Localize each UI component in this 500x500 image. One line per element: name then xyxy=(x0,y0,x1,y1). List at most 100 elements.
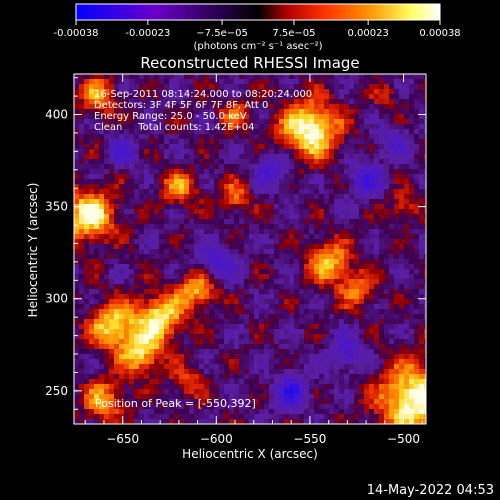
heatmap-cell xyxy=(314,239,320,245)
heatmap-cell xyxy=(379,74,385,80)
heatmap-cell xyxy=(209,239,215,245)
heatmap-cell xyxy=(194,174,200,180)
heatmap-cell xyxy=(109,259,115,265)
heatmap-cell xyxy=(374,219,380,225)
heatmap-cell xyxy=(304,269,310,275)
heatmap-cell xyxy=(79,239,85,245)
heatmap-cell xyxy=(174,209,180,215)
heatmap-cell xyxy=(359,374,365,380)
heatmap-cell xyxy=(374,159,380,165)
heatmap-cell xyxy=(309,419,315,424)
heatmap-cell xyxy=(229,274,235,280)
heatmap-cell xyxy=(259,219,265,225)
heatmap-cell xyxy=(204,299,210,305)
heatmap-cell xyxy=(319,259,325,265)
heatmap-cell xyxy=(99,104,105,110)
heatmap-cell xyxy=(379,199,385,205)
heatmap-cell xyxy=(84,269,90,275)
heatmap-cell xyxy=(329,189,335,195)
heatmap-cell xyxy=(344,224,350,230)
heatmap-cell xyxy=(214,94,220,100)
heatmap-cell xyxy=(339,414,345,420)
heatmap-cell xyxy=(204,419,210,424)
heatmap-cell xyxy=(84,329,90,335)
heatmap-cell xyxy=(104,299,110,305)
heatmap-cell xyxy=(314,129,320,135)
heatmap-cell xyxy=(174,344,180,350)
heatmap-cell xyxy=(139,319,145,325)
heatmap-cell xyxy=(199,414,205,420)
heatmap-cell xyxy=(134,404,140,410)
heatmap-cell xyxy=(274,114,280,120)
heatmap-cell xyxy=(374,414,380,420)
heatmap-cell xyxy=(194,394,200,400)
heatmap-cell xyxy=(159,384,165,390)
heatmap-cell xyxy=(229,139,235,145)
heatmap-cell xyxy=(364,284,370,290)
heatmap-cell xyxy=(339,244,345,250)
heatmap-cell xyxy=(99,214,105,220)
heatmap-cell xyxy=(254,204,260,210)
heatmap-cell xyxy=(404,144,410,150)
heatmap-cell xyxy=(224,239,230,245)
heatmap-cell xyxy=(409,309,415,315)
heatmap-cell xyxy=(349,184,355,190)
heatmap-cell xyxy=(214,409,220,415)
heatmap-cell xyxy=(384,194,390,200)
heatmap-cell xyxy=(259,114,265,120)
heatmap-cell xyxy=(229,409,235,415)
heatmap-cell xyxy=(274,79,280,85)
heatmap-cell xyxy=(224,229,230,235)
heatmap-cell xyxy=(319,159,325,165)
heatmap-cell xyxy=(249,229,255,235)
heatmap-cell xyxy=(169,204,175,210)
heatmap-cell xyxy=(269,354,275,360)
heatmap-cell xyxy=(264,119,270,125)
heatmap-cell xyxy=(234,184,240,190)
heatmap-cell xyxy=(294,279,300,285)
heatmap-cell xyxy=(349,254,355,260)
heatmap-cell xyxy=(224,134,230,140)
heatmap-cell xyxy=(189,119,195,125)
heatmap-cell xyxy=(329,154,335,160)
heatmap-cell xyxy=(209,124,215,130)
heatmap-cell xyxy=(119,394,125,400)
heatmap-cell xyxy=(424,169,426,175)
heatmap-cell xyxy=(249,329,255,335)
heatmap-cell xyxy=(79,369,85,375)
heatmap-cell xyxy=(164,419,170,424)
heatmap-cell xyxy=(124,324,130,330)
heatmap-cell xyxy=(144,204,150,210)
heatmap-cell xyxy=(214,139,220,145)
heatmap-cell xyxy=(254,304,260,310)
heatmap-cell xyxy=(89,329,95,335)
heatmap-cell xyxy=(284,159,290,165)
heatmap-cell xyxy=(424,349,426,355)
heatmap-cell xyxy=(99,309,105,315)
heatmap-cell xyxy=(274,159,280,165)
heatmap-cell xyxy=(199,254,205,260)
heatmap-cell xyxy=(294,89,300,95)
heatmap-cell xyxy=(129,169,135,175)
heatmap-cell xyxy=(344,254,350,260)
heatmap-cell xyxy=(274,269,280,275)
heatmap-cell xyxy=(99,414,105,420)
heatmap-cell xyxy=(174,79,180,85)
heatmap-cell xyxy=(89,399,95,405)
heatmap-cell xyxy=(394,324,400,330)
heatmap-cell xyxy=(79,269,85,275)
heatmap-cell xyxy=(79,264,85,270)
heatmap-cell xyxy=(99,344,105,350)
heatmap-cell xyxy=(149,249,155,255)
heatmap-cell xyxy=(194,204,200,210)
heatmap-cell xyxy=(229,179,235,185)
heatmap-cell xyxy=(119,264,125,270)
heatmap-cell xyxy=(149,134,155,140)
heatmap-cell xyxy=(374,109,380,115)
heatmap-cell xyxy=(179,249,185,255)
heatmap-cell xyxy=(244,394,250,400)
heatmap-cell xyxy=(164,279,170,285)
heatmap-cell xyxy=(384,274,390,280)
heatmap-cell xyxy=(354,139,360,145)
heatmap-cell xyxy=(329,284,335,290)
